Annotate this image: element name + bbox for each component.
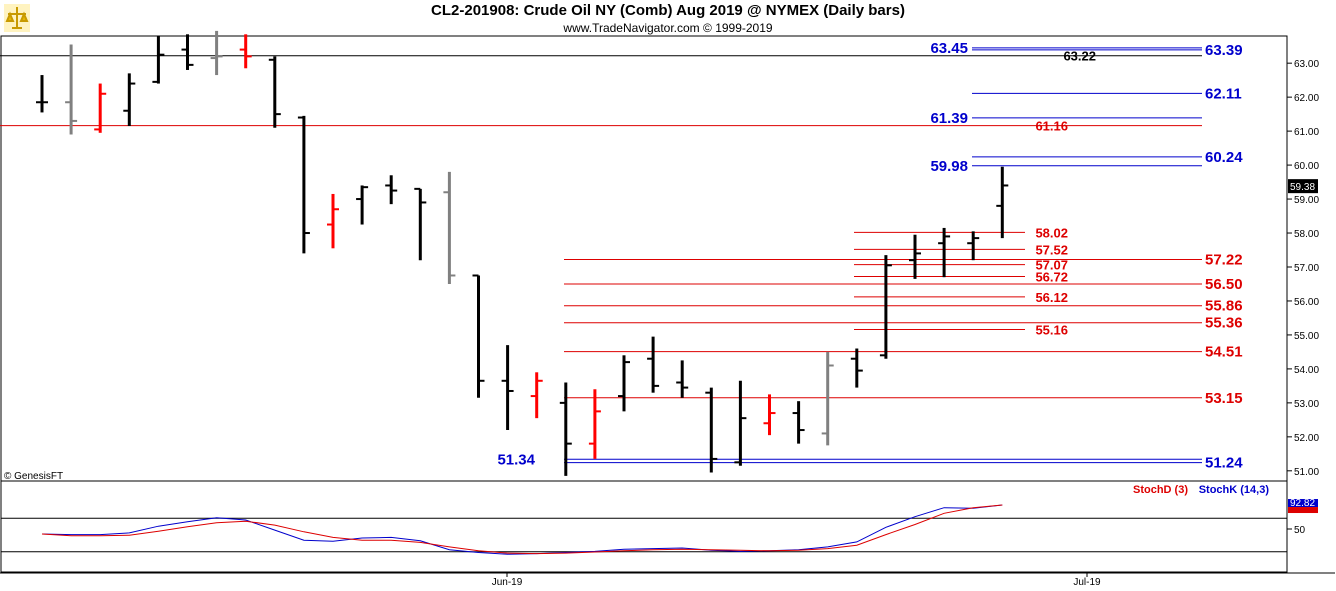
level-label: 56.12 bbox=[1035, 290, 1068, 305]
price-tick-label: 52.00 bbox=[1294, 433, 1319, 444]
price-panel-frame bbox=[0, 35, 1288, 482]
level-label: 54.51 bbox=[1205, 344, 1243, 361]
price-tick-label: 55.00 bbox=[1294, 331, 1319, 342]
level-label: 57.07 bbox=[1035, 258, 1068, 273]
level-label: 61.16 bbox=[1035, 119, 1068, 134]
time-tick-label: Jul-19 bbox=[1073, 577, 1101, 588]
price-tick-label: 51.00 bbox=[1294, 467, 1319, 478]
price-tick-label: 61.00 bbox=[1294, 127, 1319, 138]
level-label: 57.52 bbox=[1035, 242, 1068, 257]
level-label: 60.24 bbox=[1205, 149, 1243, 166]
stoch-panel-frame bbox=[0, 480, 1288, 573]
genesis-logo-icon bbox=[4, 4, 30, 32]
price-tick-label: 59.00 bbox=[1294, 195, 1319, 206]
stoch-series-line bbox=[41, 504, 1003, 555]
level-label: 51.24 bbox=[1205, 455, 1243, 472]
price-tick-label: 53.00 bbox=[1294, 399, 1319, 410]
level-label: 57.22 bbox=[1205, 252, 1243, 269]
chart-subtitle: www.TradeNavigator.com © 1999-2019 bbox=[563, 21, 773, 35]
time-tick-label: Jun-19 bbox=[492, 577, 523, 588]
last-price-tag bbox=[1288, 179, 1318, 194]
chart-title: CL2-201908: Crude Oil NY (Comb) Aug 2019… bbox=[431, 2, 905, 19]
stoch-legend-k: StochK (14,3) bbox=[1199, 484, 1270, 496]
level-label: 56.50 bbox=[1205, 276, 1243, 293]
level-label: 55.16 bbox=[1035, 322, 1068, 337]
level-label: 63.45 bbox=[930, 40, 968, 57]
stoch-tick-label: 50 bbox=[1294, 525, 1306, 536]
price-tick-label: 63.00 bbox=[1294, 59, 1319, 70]
price-tick-label: 57.00 bbox=[1294, 263, 1319, 274]
price-tick-label: 62.00 bbox=[1294, 93, 1319, 104]
copyright-text: © GenesisFT bbox=[4, 471, 63, 482]
level-label: 63.22 bbox=[1063, 49, 1096, 64]
stoch-value-tag-d bbox=[1288, 507, 1318, 514]
stoch-value-tag-k bbox=[1288, 499, 1318, 508]
price-tick-label: 58.00 bbox=[1294, 229, 1319, 240]
price-tick-label: 60.00 bbox=[1294, 161, 1319, 172]
level-label: 53.15 bbox=[1205, 390, 1243, 407]
level-label: 51.34 bbox=[497, 451, 535, 468]
level-label: 58.02 bbox=[1035, 225, 1068, 240]
level-label: 59.98 bbox=[930, 158, 968, 175]
level-label: 61.39 bbox=[930, 110, 968, 127]
level-label: 56.72 bbox=[1035, 270, 1068, 285]
level-label: 62.11 bbox=[1205, 85, 1242, 102]
stoch-legend-d: StochD (3) bbox=[1133, 484, 1188, 496]
level-label: 55.36 bbox=[1205, 315, 1243, 332]
price-tick-label: 56.00 bbox=[1294, 297, 1319, 308]
level-label: 55.86 bbox=[1205, 298, 1243, 315]
level-label: 63.39 bbox=[1205, 42, 1243, 59]
price-tick-label: 54.00 bbox=[1294, 365, 1319, 376]
stoch-value-label: 92.82 bbox=[1290, 498, 1315, 509]
stoch-series-line bbox=[41, 504, 1003, 555]
last-price-label: 59.38 bbox=[1290, 182, 1315, 193]
